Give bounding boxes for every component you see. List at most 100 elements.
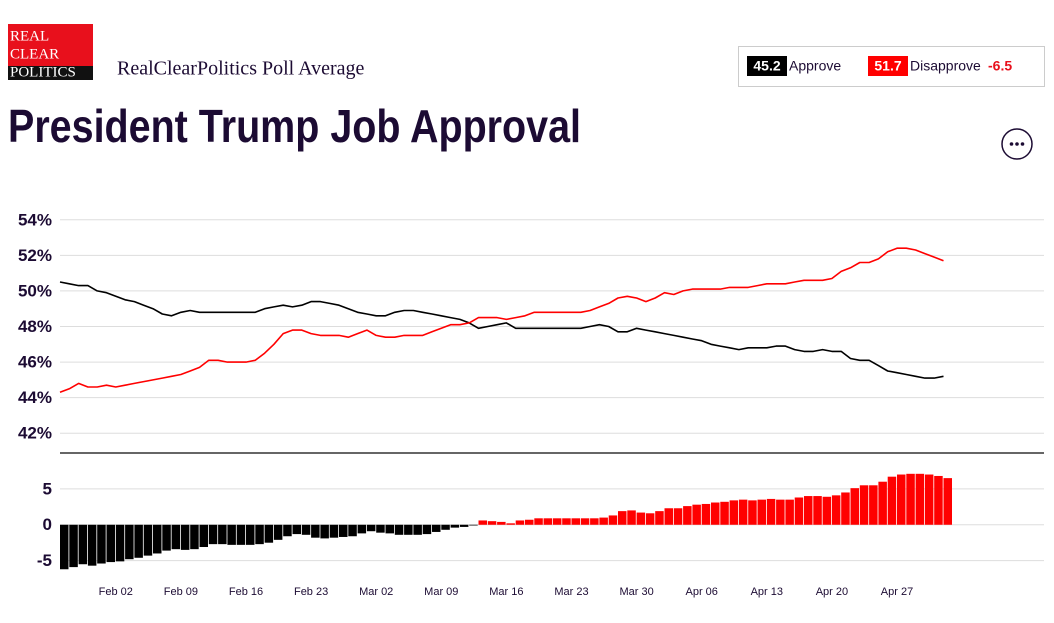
logo-band bbox=[8, 66, 93, 80]
y-tick-label: 52% bbox=[18, 246, 52, 265]
spread-bar bbox=[673, 508, 683, 525]
spread-bar bbox=[599, 517, 608, 525]
spread-bar bbox=[87, 524, 97, 566]
spread-bar bbox=[422, 524, 432, 535]
spread-bar bbox=[162, 524, 171, 551]
legend-label: Disapprove bbox=[910, 58, 981, 74]
logo-text: CLEAR bbox=[10, 46, 59, 62]
spread-bar bbox=[264, 524, 274, 543]
spread-bar bbox=[701, 503, 711, 525]
legend-value: 51.7 bbox=[874, 58, 901, 74]
spread-bar bbox=[97, 524, 106, 564]
spread-bar bbox=[525, 519, 534, 525]
spread-bar bbox=[441, 524, 450, 530]
spread-bar bbox=[924, 474, 934, 525]
spread-bar bbox=[60, 524, 69, 570]
spread-bar bbox=[134, 524, 143, 558]
spread-bar bbox=[311, 524, 320, 538]
spread-bar bbox=[748, 500, 757, 525]
x-tick-label: Apr 27 bbox=[881, 586, 913, 598]
spread-bar bbox=[283, 524, 292, 537]
spread-bar bbox=[450, 524, 460, 528]
spread-bar bbox=[227, 524, 236, 545]
legend-value: 45.2 bbox=[753, 58, 780, 74]
spread-bar bbox=[804, 496, 813, 525]
spread-bar bbox=[153, 524, 162, 554]
spread-bar bbox=[469, 524, 478, 526]
spread-bar bbox=[246, 524, 255, 545]
spread-bar bbox=[385, 524, 394, 534]
spread-bar bbox=[897, 474, 906, 525]
y-tick-label: -5 bbox=[37, 551, 52, 570]
spread-bar bbox=[534, 518, 543, 525]
y-tick-label: 0 bbox=[43, 515, 52, 534]
spread-bar bbox=[459, 524, 469, 527]
spread-bar bbox=[255, 524, 264, 545]
series-line bbox=[59, 247, 944, 394]
spread-bar bbox=[943, 478, 952, 525]
spread-bar bbox=[785, 499, 794, 525]
spread-bar bbox=[432, 524, 441, 532]
spread-bar bbox=[571, 518, 580, 525]
y-tick-label: 44% bbox=[18, 388, 52, 407]
spread-bar bbox=[376, 524, 385, 533]
spread-bar bbox=[478, 520, 487, 525]
y-tick-label: 46% bbox=[18, 353, 52, 372]
x-tick-label: Apr 06 bbox=[685, 586, 717, 598]
spread-bar bbox=[934, 475, 943, 525]
logo-text: REAL bbox=[10, 28, 49, 44]
spread-bar bbox=[841, 492, 850, 525]
spread-bar bbox=[720, 501, 729, 525]
spread-bar bbox=[813, 496, 822, 525]
spread-bar bbox=[562, 518, 571, 525]
spread-bar bbox=[357, 524, 367, 534]
spread-bar bbox=[859, 485, 869, 525]
spread-bar bbox=[78, 524, 88, 565]
spread-bar bbox=[208, 524, 218, 545]
spread-bar bbox=[878, 481, 887, 525]
spread-bar bbox=[292, 524, 301, 535]
subtitle: RealClearPolitics Poll Average bbox=[117, 58, 364, 80]
x-tick-label: Mar 16 bbox=[489, 586, 523, 598]
spread-bar bbox=[683, 506, 692, 525]
spread-bar bbox=[106, 524, 115, 563]
spread-bar bbox=[543, 518, 553, 525]
spread-bar bbox=[497, 521, 506, 525]
spread-bar bbox=[552, 518, 562, 525]
spread-bar bbox=[869, 485, 878, 525]
x-tick-label: Apr 20 bbox=[816, 586, 848, 598]
spread-bar bbox=[906, 473, 915, 525]
x-tick-label: Mar 02 bbox=[359, 586, 393, 598]
spread-bar bbox=[831, 495, 841, 525]
logo-text: POLITICS bbox=[10, 64, 76, 80]
x-tick-label: Mar 23 bbox=[554, 586, 588, 598]
spread-bar bbox=[218, 524, 227, 545]
spread-bar bbox=[915, 473, 925, 525]
spread-bar bbox=[236, 524, 246, 545]
menu-button[interactable] bbox=[1001, 128, 1033, 160]
spread-bar bbox=[729, 500, 739, 525]
spread-bar bbox=[738, 499, 748, 525]
spread-bar bbox=[515, 520, 525, 525]
spread-bar bbox=[171, 524, 181, 550]
x-tick-label: Feb 23 bbox=[294, 586, 328, 598]
spread-bar bbox=[329, 524, 339, 538]
spread-bar bbox=[580, 518, 590, 525]
spread-bar bbox=[366, 524, 376, 532]
spread-bar bbox=[115, 524, 125, 562]
spread-bar bbox=[394, 524, 404, 535]
spread-bar bbox=[404, 524, 413, 535]
spread-bar bbox=[69, 524, 78, 568]
y-tick-label: 54% bbox=[18, 210, 52, 229]
y-tick-label: 50% bbox=[18, 281, 52, 300]
spread-bar bbox=[618, 511, 627, 525]
spread-bar bbox=[190, 524, 199, 550]
spread-bar bbox=[887, 476, 897, 525]
y-tick-label: 5 bbox=[43, 479, 52, 498]
spread-bar bbox=[794, 497, 804, 525]
spread-bar bbox=[339, 524, 348, 537]
spread-bar bbox=[627, 510, 636, 525]
spread-bar bbox=[776, 499, 785, 525]
